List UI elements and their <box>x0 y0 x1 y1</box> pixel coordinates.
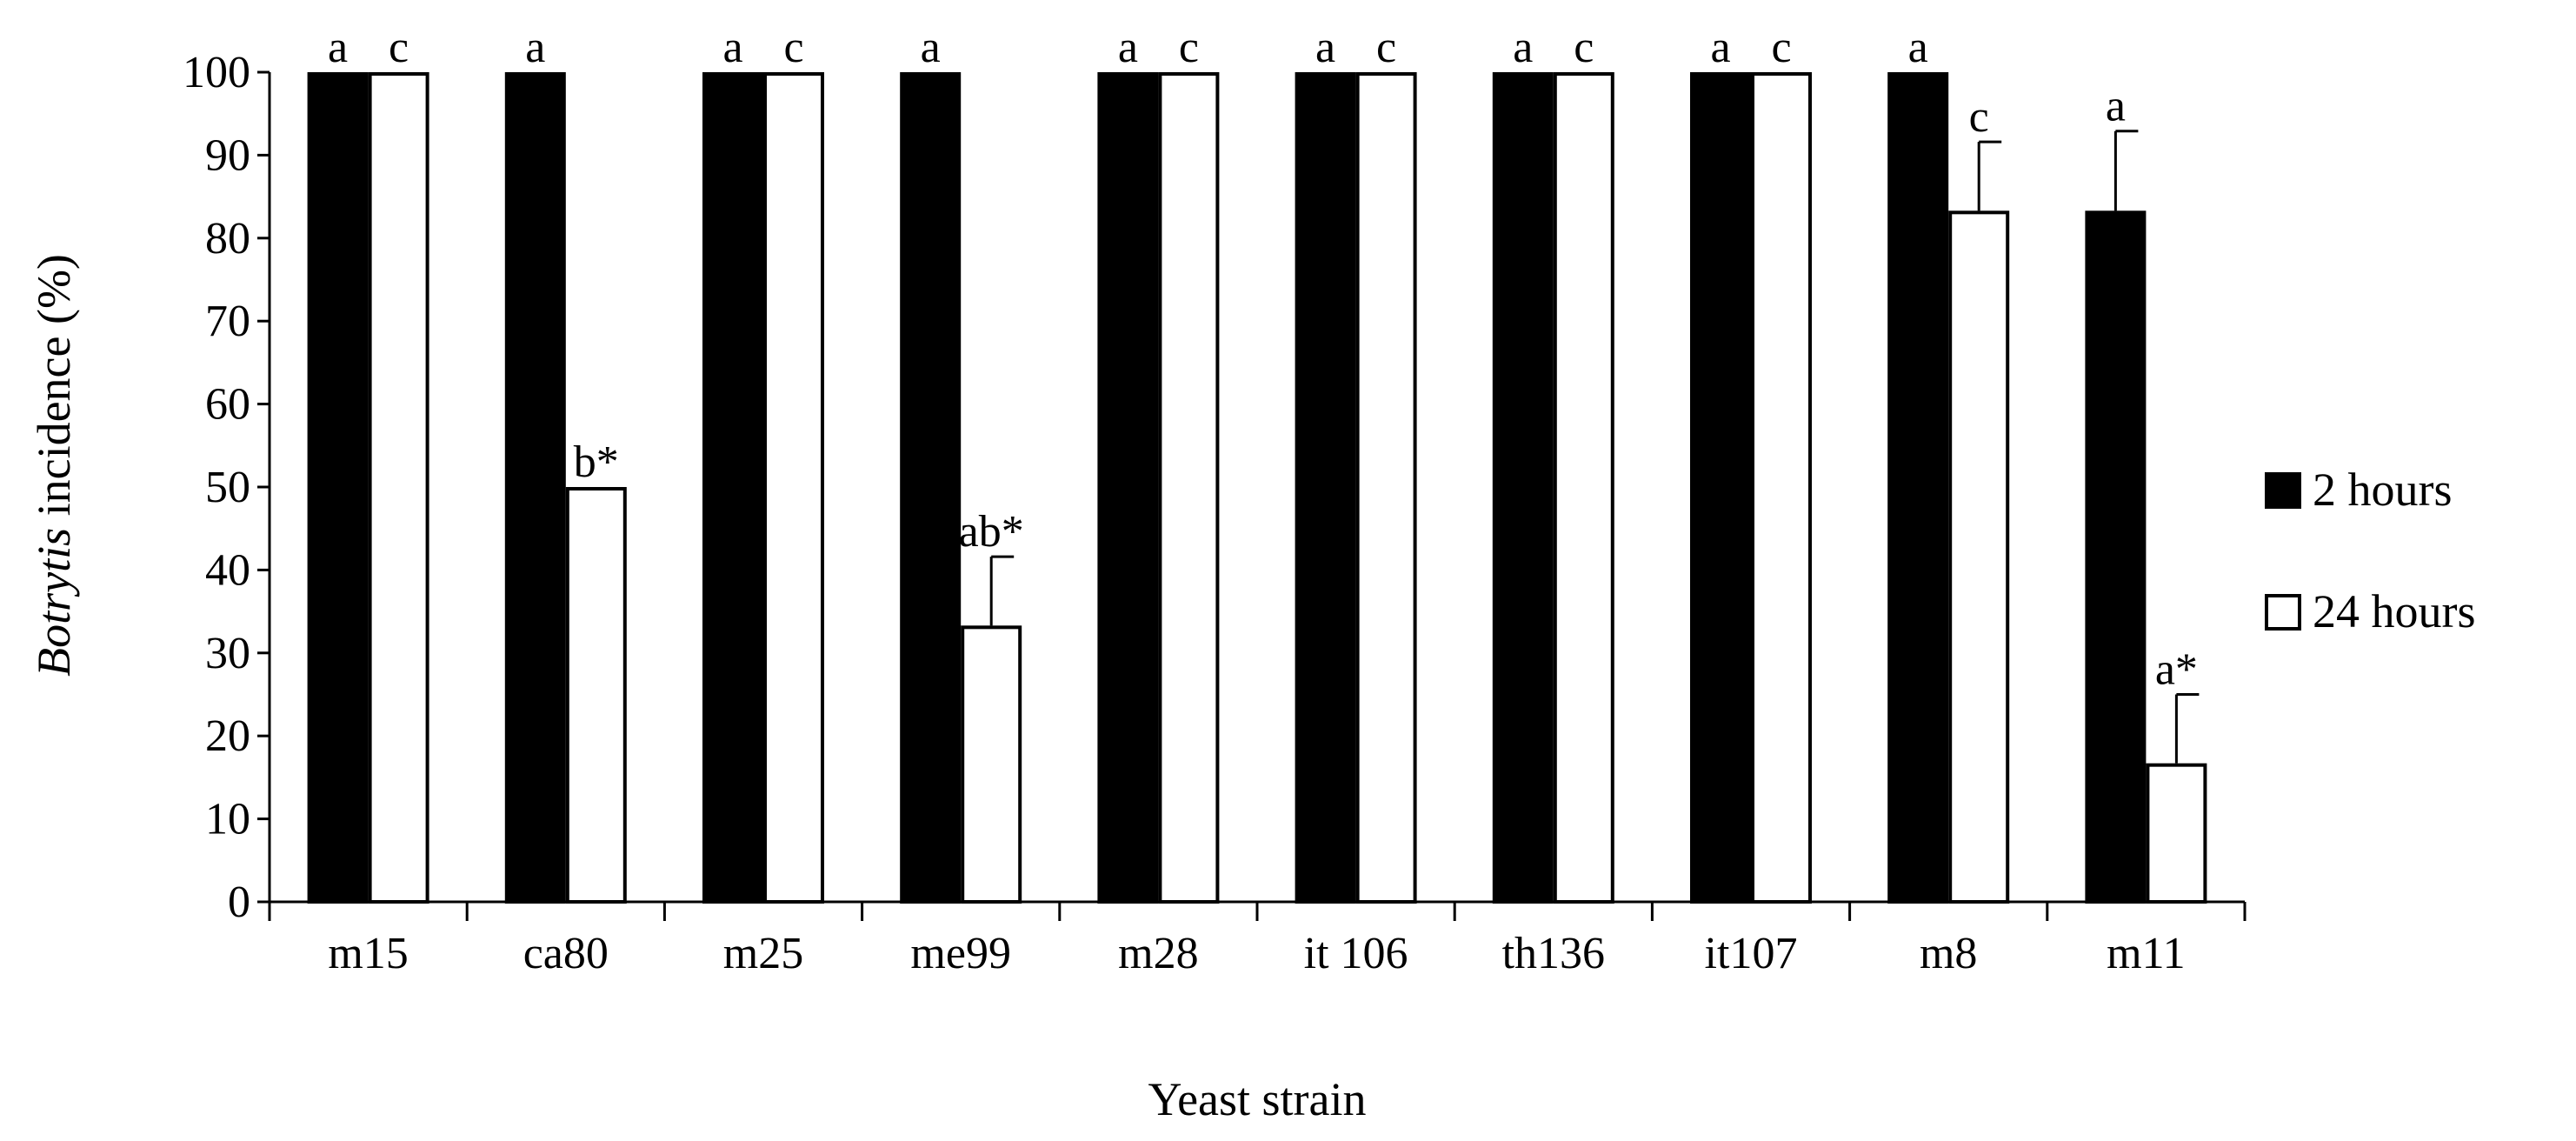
legend-label: 2 hours <box>2313 464 2453 516</box>
significance-label: a <box>328 23 348 72</box>
y-tick-label: 50 <box>205 463 250 512</box>
x-axis-title: Yeast strain <box>1148 1073 1366 1125</box>
significance-label: a <box>1908 23 1928 72</box>
significance-label: c <box>783 23 803 72</box>
significance-label: b* <box>574 437 619 487</box>
y-tick-label: 40 <box>205 545 250 595</box>
bar-2-hours <box>1295 72 1356 904</box>
x-tick-label: m15 <box>328 929 408 978</box>
y-tick-label: 70 <box>205 297 250 346</box>
significance-label: a <box>1118 23 1138 72</box>
bar-2-hours <box>702 72 763 904</box>
bar-24-hours <box>1948 210 2010 904</box>
y-tick-label: 0 <box>228 877 250 927</box>
x-tick-label: ca80 <box>523 929 609 978</box>
significance-label: c <box>1574 23 1594 72</box>
significance-label: a <box>1513 23 1533 72</box>
significance-label: a <box>2106 82 2126 131</box>
significance-label: c <box>389 23 409 72</box>
bar-2-hours <box>1492 72 1554 904</box>
legend: 2 hours 24 hours <box>2265 464 2476 637</box>
significance-label: a* <box>2155 645 2198 695</box>
bar-24-hours <box>368 72 429 904</box>
x-tick-label: th136 <box>1502 929 1605 978</box>
significance-label: ab* <box>959 507 1024 557</box>
y-tick-label: 90 <box>205 130 250 180</box>
bar-24-hours <box>2146 763 2207 904</box>
bar-2-hours <box>504 72 566 904</box>
bar-2-hours <box>307 72 369 904</box>
x-tick-label: it 106 <box>1304 929 1408 978</box>
x-tick-label: m11 <box>2107 929 2186 978</box>
significance-label: c <box>1771 23 1791 72</box>
x-tick-label: m25 <box>723 929 803 978</box>
legend-swatch <box>2265 594 2301 631</box>
y-axis-title: Botrytis incidence (%) <box>28 254 80 677</box>
significance-label: a <box>722 23 742 72</box>
bar-2-hours <box>1690 72 1751 904</box>
y-tick-label: 30 <box>205 629 250 678</box>
bar-2-hours <box>900 72 962 904</box>
legend-swatch <box>2265 472 2301 509</box>
y-tick-label: 10 <box>205 795 250 844</box>
y-tick-label: 80 <box>205 214 250 264</box>
bar-24-hours <box>961 625 1022 904</box>
y-axis-title-italic: Botrytis <box>28 528 80 677</box>
bar-24-hours <box>1158 72 1220 904</box>
bar-24-hours <box>763 72 824 904</box>
y-tick-label: 100 <box>183 48 250 97</box>
bar-24-hours <box>1751 72 1812 904</box>
bar-24-hours <box>1355 72 1417 904</box>
y-tick-label: 60 <box>205 380 250 430</box>
x-tick-label: m8 <box>1920 929 1977 978</box>
legend-label: 24 hours <box>2313 585 2476 637</box>
significance-label: a <box>1710 23 1730 72</box>
significance-label: a <box>525 23 545 72</box>
bar-2-hours <box>1887 72 1949 904</box>
bar-24-hours <box>565 487 627 904</box>
significance-label: c <box>1179 23 1199 72</box>
y-tick-label: 20 <box>205 711 250 761</box>
significance-label: c <box>1969 92 1989 142</box>
y-axis-title-rest: incidence (%) <box>28 254 80 528</box>
significance-label: a <box>921 23 941 72</box>
x-tick-label: m28 <box>1118 929 1198 978</box>
significance-label: c <box>1376 23 1396 72</box>
bar-2-hours <box>2085 210 2147 904</box>
significance-label: a <box>1315 23 1335 72</box>
bar-2-hours <box>1097 72 1159 904</box>
bar-24-hours <box>1553 72 1614 904</box>
x-tick-label: me99 <box>910 929 1011 978</box>
x-tick-label: it107 <box>1705 929 1798 978</box>
